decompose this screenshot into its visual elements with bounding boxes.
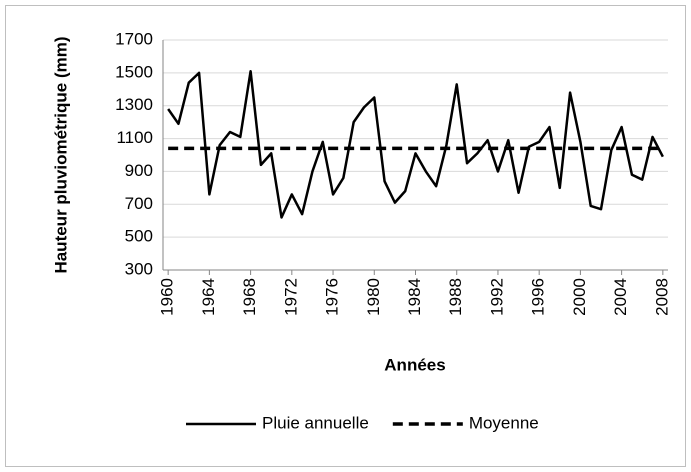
x-tick-label: 1972 (281, 278, 300, 316)
y-tick-label: 900 (125, 161, 153, 180)
y-axis-label: Hauteur pluviométrique (mm) (51, 36, 70, 273)
y-tick-label: 700 (125, 194, 153, 213)
x-tick-label: 1968 (240, 278, 259, 316)
x-tick-label: 1960 (158, 278, 177, 316)
x-tick-label: 2000 (570, 278, 589, 316)
y-tick-label: 300 (125, 259, 153, 278)
y-tick-label: 1500 (115, 62, 153, 81)
legend-label: Moyenne (469, 413, 539, 432)
x-axis-label: Années (384, 355, 445, 374)
legend-label: Pluie annuelle (262, 413, 369, 432)
line-series (167, 69, 664, 219)
x-tick-label: 2004 (611, 278, 630, 316)
y-tick-label: 1700 (115, 29, 153, 48)
x-tick-label: 1976 (323, 278, 342, 316)
x-tick-label: 1980 (364, 278, 383, 316)
x-tick-label: 1996 (529, 278, 548, 316)
y-tick-label: 1300 (115, 95, 153, 114)
x-tick-label: 1984 (405, 278, 424, 316)
y-tick-label: 500 (125, 227, 153, 246)
x-tick-label: 1988 (446, 278, 465, 316)
chart-border (5, 5, 686, 467)
y-tick-label: 1100 (116, 128, 153, 147)
x-tick-label: 1964 (199, 278, 218, 316)
x-tick-label: 1992 (487, 278, 506, 316)
x-tick-label: 2008 (652, 278, 671, 316)
